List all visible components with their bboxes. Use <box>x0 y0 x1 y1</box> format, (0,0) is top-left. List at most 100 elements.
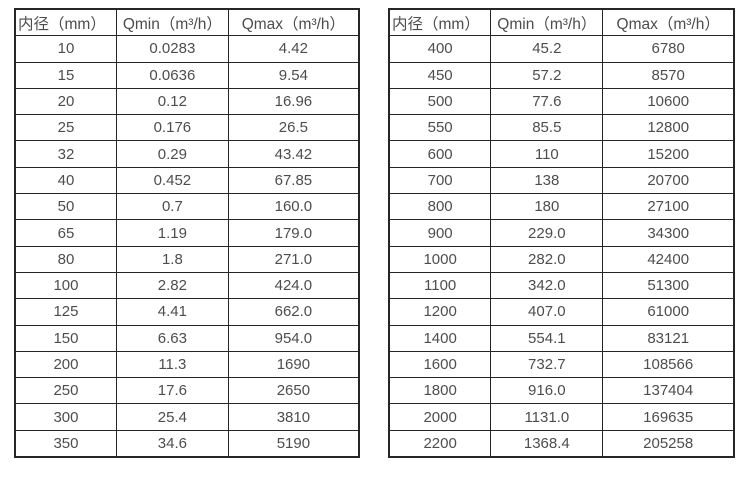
cell-diameter: 2000 <box>388 403 492 431</box>
cell-diameter: 500 <box>388 87 492 116</box>
cell-diameter: 1000 <box>388 245 492 273</box>
cell-qmin: 0.452 <box>115 166 229 195</box>
header-row: 内径（mm） Qmin（m³/h） Qmax（m³/h） <box>388 8 735 37</box>
cell-diameter: 400 <box>388 35 492 63</box>
cell-diameter: 65 <box>14 219 117 247</box>
cell-diameter: 250 <box>14 377 117 405</box>
table-row: 150 6.63 954.0 <box>14 324 360 352</box>
cell-qmax: 4.42 <box>227 35 360 63</box>
cell-diameter: 1100 <box>388 271 492 300</box>
cell-qmax: 15200 <box>602 140 735 168</box>
table-row: 900 229.0 34300 <box>388 219 735 247</box>
cell-diameter: 40 <box>14 166 117 195</box>
cell-diameter: 150 <box>14 324 117 352</box>
cell-qmax: 6780 <box>602 35 735 63</box>
cell-qmax: 43.42 <box>227 140 360 168</box>
cell-qmin: 57.2 <box>490 61 604 89</box>
table-row: 1400 554.1 83121 <box>388 324 735 352</box>
cell-qmin: 0.0636 <box>115 61 229 89</box>
table-row: 65 1.19 179.0 <box>14 219 360 247</box>
cell-qmax: 16.96 <box>227 87 360 116</box>
cell-qmax: 205258 <box>602 429 735 458</box>
cell-diameter: 32 <box>14 140 117 168</box>
cell-diameter: 20 <box>14 87 117 116</box>
cell-diameter: 900 <box>388 219 492 247</box>
cell-qmax: 26.5 <box>227 114 360 142</box>
table-row: 300 25.4 3810 <box>14 403 360 431</box>
table-row: 1600 732.7 108566 <box>388 350 735 379</box>
table-row: 600 110 15200 <box>388 140 735 168</box>
table-row: 200 11.3 1690 <box>14 350 360 379</box>
cell-qmax: 42400 <box>602 245 735 273</box>
cell-qmin: 25.4 <box>115 403 229 431</box>
cell-qmax: 108566 <box>602 350 735 379</box>
cell-qmin: 4.41 <box>115 298 229 326</box>
cell-qmin: 11.3 <box>115 350 229 379</box>
cell-qmax: 20700 <box>602 166 735 195</box>
cell-qmax: 12800 <box>602 114 735 142</box>
cell-diameter: 50 <box>14 193 117 221</box>
header-cell-qmax: Qmax（m³/h） <box>602 8 735 37</box>
cell-qmax: 662.0 <box>227 298 360 326</box>
table-row: 500 77.6 10600 <box>388 87 735 116</box>
cell-qmax: 5190 <box>227 429 360 458</box>
cell-qmax: 27100 <box>602 193 735 221</box>
cell-diameter: 1800 <box>388 377 492 405</box>
cell-diameter: 10 <box>14 35 117 63</box>
cell-qmin: 916.0 <box>490 377 604 405</box>
flow-spec-table-left: 内径（mm） Qmin（m³/h） Qmax（m³/h） 10 0.0283 4.42 15… <box>14 8 360 459</box>
cell-qmin: 0.12 <box>115 87 229 116</box>
cell-diameter: 200 <box>14 350 117 379</box>
table-row: 450 57.2 8570 <box>388 61 735 89</box>
table-row: 15 0.0636 9.54 <box>14 61 360 89</box>
cell-qmax: 271.0 <box>227 245 360 273</box>
cell-diameter: 600 <box>388 140 492 168</box>
cell-diameter: 80 <box>14 245 117 273</box>
table-row: 1000 282.0 42400 <box>388 245 735 273</box>
table-row: 700 138 20700 <box>388 166 735 195</box>
cell-qmin: 45.2 <box>490 35 604 63</box>
cell-qmin: 1131.0 <box>490 403 604 431</box>
cell-diameter: 450 <box>388 61 492 89</box>
header-cell-qmax: Qmax（m³/h） <box>227 8 360 37</box>
flow-spec-table-right: 内径（mm） Qmin（m³/h） Qmax（m³/h） 400 45.2 6780 450… <box>388 8 735 459</box>
cell-qmin: 0.7 <box>115 193 229 221</box>
table-row: 80 1.8 271.0 <box>14 245 360 273</box>
cell-qmin: 2.82 <box>115 271 229 300</box>
table-row: 25 0.176 26.5 <box>14 114 360 142</box>
cell-diameter: 350 <box>14 429 117 458</box>
cell-qmin: 85.5 <box>490 114 604 142</box>
table-row: 550 85.5 12800 <box>388 114 735 142</box>
cell-diameter: 15 <box>14 61 117 89</box>
table-row: 125 4.41 662.0 <box>14 298 360 326</box>
table-row: 1800 916.0 137404 <box>388 377 735 405</box>
cell-qmin: 1.19 <box>115 219 229 247</box>
table-row: 20 0.12 16.96 <box>14 87 360 116</box>
cell-qmax: 169635 <box>602 403 735 431</box>
table-row: 800 180 27100 <box>388 193 735 221</box>
header-cell-diameter: 内径（mm） <box>14 8 117 37</box>
cell-qmin: 342.0 <box>490 271 604 300</box>
cell-qmax: 51300 <box>602 271 735 300</box>
cell-diameter: 700 <box>388 166 492 195</box>
header-cell-diameter: 内径（mm） <box>388 8 492 37</box>
cell-qmax: 3810 <box>227 403 360 431</box>
cell-qmin: 229.0 <box>490 219 604 247</box>
cell-qmin: 732.7 <box>490 350 604 379</box>
cell-qmax: 9.54 <box>227 61 360 89</box>
cell-diameter: 1200 <box>388 298 492 326</box>
table-row: 100 2.82 424.0 <box>14 271 360 300</box>
cell-qmax: 160.0 <box>227 193 360 221</box>
cell-qmin: 554.1 <box>490 324 604 352</box>
cell-qmin: 6.63 <box>115 324 229 352</box>
table-row: 350 34.6 5190 <box>14 429 360 458</box>
cell-diameter: 550 <box>388 114 492 142</box>
cell-diameter: 1400 <box>388 324 492 352</box>
cell-diameter: 800 <box>388 193 492 221</box>
cell-qmin: 17.6 <box>115 377 229 405</box>
cell-qmin: 1.8 <box>115 245 229 273</box>
cell-qmin: 407.0 <box>490 298 604 326</box>
table-row: 2000 1131.0 169635 <box>388 403 735 431</box>
table-row: 50 0.7 160.0 <box>14 193 360 221</box>
cell-diameter: 300 <box>14 403 117 431</box>
